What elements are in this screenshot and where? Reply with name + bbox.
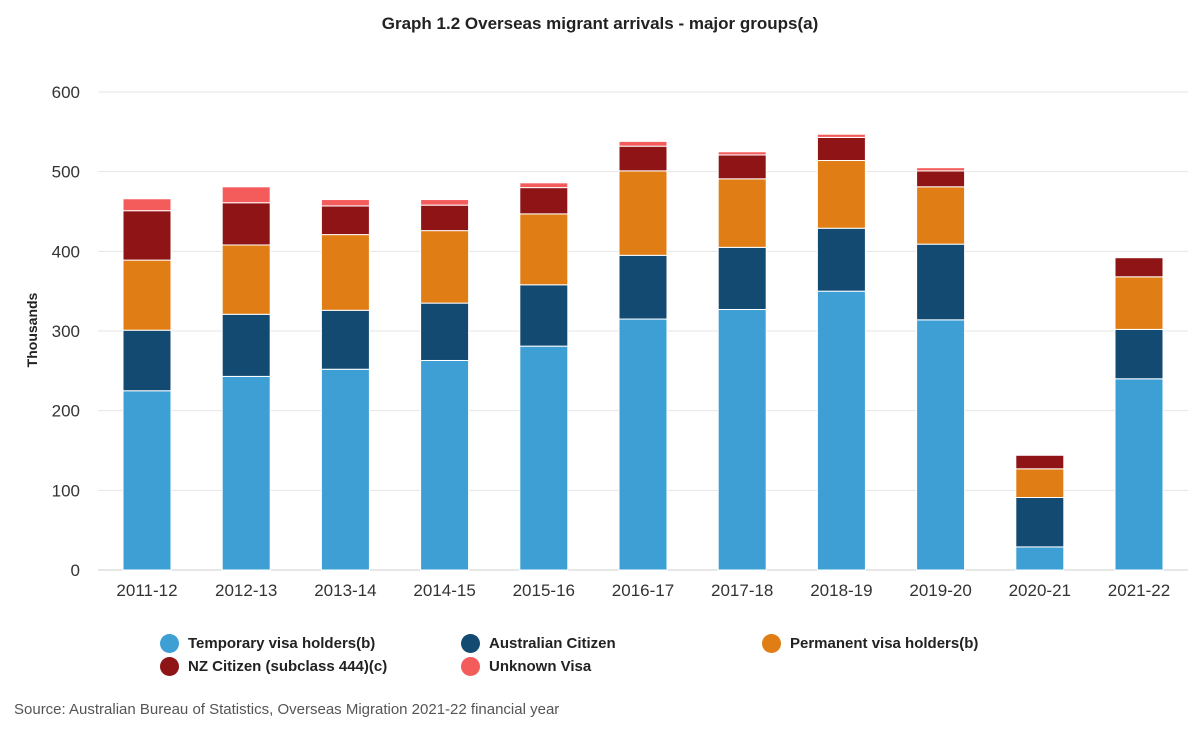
bar-segment[interactable] (618, 145, 668, 172)
bar-segment[interactable] (816, 136, 866, 162)
y-tick-label: 0 (71, 561, 80, 580)
bar-segment[interactable] (1114, 328, 1164, 380)
bar-segment[interactable] (618, 318, 668, 571)
bar-segment[interactable] (916, 243, 966, 321)
bar-segment[interactable] (1114, 276, 1164, 330)
bar-segment[interactable] (717, 246, 767, 310)
y-tick-label: 100 (52, 481, 80, 500)
x-tick-label: 2014-15 (413, 581, 475, 600)
bar-segment[interactable] (122, 329, 172, 392)
bar-segment[interactable] (1015, 546, 1065, 571)
bar-segment[interactable] (1015, 454, 1065, 470)
bar-segment[interactable] (519, 187, 569, 215)
bar-segment[interactable] (420, 204, 470, 232)
bar-segment[interactable] (1015, 497, 1065, 548)
bar-segment[interactable] (916, 167, 966, 172)
bar-segment[interactable] (221, 244, 271, 315)
bar-segment[interactable] (519, 213, 569, 286)
x-tick-label: 2012-13 (215, 581, 277, 600)
bar-segment[interactable] (717, 178, 767, 248)
bar-segment[interactable] (320, 199, 370, 207)
bar-segment[interactable] (420, 359, 470, 571)
x-tick-label: 2021-22 (1108, 581, 1170, 600)
bar-segment[interactable] (816, 290, 866, 571)
x-tick-label: 2011-12 (116, 581, 177, 600)
y-tick-label: 500 (52, 163, 80, 182)
bar-segment[interactable] (320, 205, 370, 236)
bar-segment[interactable] (618, 254, 668, 320)
x-tick-label: 2017-18 (711, 581, 773, 600)
y-tick-label: 400 (52, 242, 80, 261)
source-note: Source: Australian Bureau of Statistics,… (14, 701, 560, 718)
bar-segment[interactable] (618, 140, 668, 147)
x-tick-label: 2015-16 (513, 581, 575, 600)
bar-segment[interactable] (1114, 378, 1164, 571)
bar-segment[interactable] (519, 345, 569, 571)
bar-segment[interactable] (717, 154, 767, 180)
x-tick-label: 2013-14 (314, 581, 376, 600)
chart-title: Graph 1.2 Overseas migrant arrivals - ma… (381, 14, 819, 33)
bar-segment[interactable] (122, 390, 172, 571)
bar-segment[interactable] (221, 186, 271, 204)
bar-segment[interactable] (916, 170, 966, 188)
bar-segment[interactable] (420, 230, 470, 304)
bar-segment[interactable] (816, 227, 866, 292)
bar-segment[interactable] (122, 198, 172, 212)
x-tick-label: 2019-20 (909, 581, 971, 600)
bar-segment[interactable] (1015, 468, 1065, 499)
bar-segment[interactable] (420, 302, 470, 361)
y-tick-label: 600 (52, 83, 80, 102)
bar-segment[interactable] (519, 284, 569, 347)
bar-segment[interactable] (618, 170, 668, 256)
bar-segment[interactable] (420, 199, 470, 206)
y-tick-label: 200 (52, 402, 80, 421)
x-tick-label: 2016-17 (612, 581, 674, 600)
bar-segment[interactable] (221, 313, 271, 377)
bar-segment[interactable] (519, 182, 569, 189)
bar-segment[interactable] (122, 259, 172, 331)
bar-segment[interactable] (1114, 257, 1164, 278)
bar-segment[interactable] (221, 202, 271, 246)
y-axis-label: Thousands (24, 292, 40, 367)
bar-segment[interactable] (320, 234, 370, 311)
bar-segment[interactable] (122, 210, 172, 261)
x-tick-label: 2018-19 (810, 581, 872, 600)
bar-segment[interactable] (916, 319, 966, 571)
bar-segment[interactable] (916, 186, 966, 245)
bar-segment[interactable] (717, 308, 767, 571)
bar-segment[interactable] (816, 160, 866, 229)
y-tick-label: 300 (52, 322, 80, 341)
bar-segment[interactable] (221, 375, 271, 571)
bar-segment[interactable] (717, 151, 767, 156)
y-axis-ticks: 0 100 200 300 400 500 600 (52, 83, 80, 580)
bar-segment[interactable] (320, 309, 370, 370)
bars (122, 133, 1164, 571)
bar-segment[interactable] (320, 368, 370, 571)
x-tick-label: 2020-21 (1009, 581, 1071, 600)
x-axis-ticks: 2011-12 2012-13 2013-14 2014-15 2015-16 2016-… (116, 581, 1170, 600)
bar-segment[interactable] (816, 133, 866, 138)
